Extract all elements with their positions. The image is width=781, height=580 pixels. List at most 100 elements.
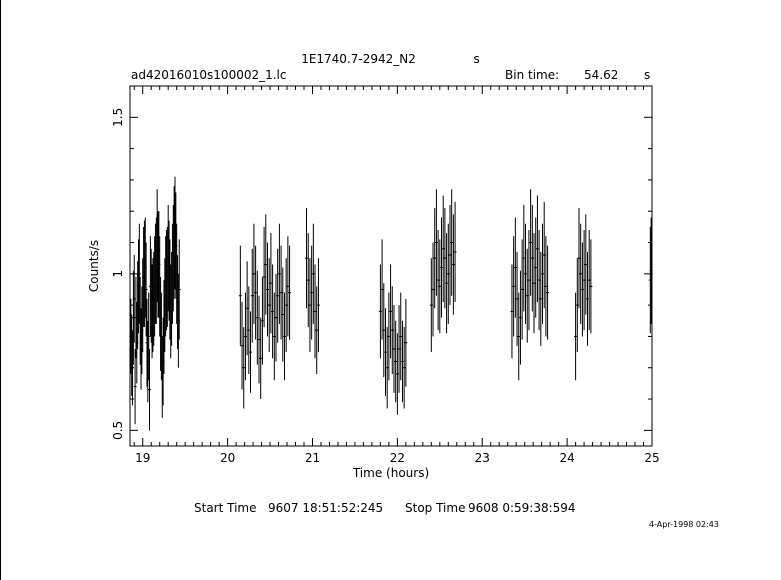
data-point bbox=[264, 214, 268, 315]
data-point bbox=[440, 217, 444, 318]
data-point bbox=[539, 251, 543, 346]
data-point bbox=[243, 292, 247, 381]
data-point bbox=[431, 242, 435, 337]
data-point bbox=[517, 292, 521, 381]
data-point bbox=[132, 255, 136, 343]
data-point bbox=[584, 214, 588, 315]
data-point bbox=[515, 251, 519, 346]
data-point bbox=[269, 233, 273, 334]
data-point bbox=[316, 258, 320, 353]
data-point bbox=[402, 327, 406, 409]
data-point bbox=[177, 239, 181, 340]
window-left-border bbox=[0, 0, 1, 580]
data-point bbox=[400, 320, 404, 403]
data-point bbox=[582, 230, 586, 331]
data-point bbox=[272, 292, 276, 381]
data-point bbox=[250, 248, 254, 343]
stop-time-value: 9608 0:59:38:594 bbox=[468, 501, 576, 515]
data-point bbox=[382, 283, 386, 378]
data-point bbox=[522, 204, 526, 312]
data-point bbox=[288, 245, 292, 340]
data-point bbox=[148, 348, 152, 431]
data-point bbox=[245, 261, 249, 356]
data-point bbox=[587, 230, 591, 331]
y-tick-label: 0.5 bbox=[111, 421, 125, 440]
data-point bbox=[512, 236, 516, 337]
data-point bbox=[434, 189, 438, 296]
data-point bbox=[524, 223, 528, 324]
data-point bbox=[527, 230, 531, 331]
data-point bbox=[529, 189, 533, 296]
data-point bbox=[580, 242, 584, 337]
data-point bbox=[284, 258, 288, 353]
x-tick-label: 23 bbox=[475, 451, 490, 465]
data-point bbox=[305, 208, 309, 309]
data-point bbox=[433, 208, 437, 309]
data-point bbox=[445, 233, 449, 334]
title-suffix: s bbox=[473, 52, 480, 66]
stop-time-label: Stop Time bbox=[405, 501, 466, 515]
data-point bbox=[137, 223, 141, 324]
x-tick-label: 19 bbox=[135, 451, 150, 465]
data-point bbox=[383, 308, 387, 396]
data-point bbox=[575, 258, 579, 353]
data-marks bbox=[129, 176, 653, 431]
data-point bbox=[448, 204, 452, 306]
bin-time-unit: s bbox=[644, 68, 651, 82]
data-point bbox=[266, 242, 270, 337]
data-point bbox=[306, 233, 310, 328]
bin-time-value: 54.62 bbox=[584, 68, 619, 82]
data-point bbox=[277, 223, 281, 324]
data-point bbox=[144, 242, 148, 337]
data-point bbox=[133, 348, 137, 425]
y-axis-ticks: 0.5 1 1.5 bbox=[111, 85, 652, 440]
data-point bbox=[311, 223, 315, 324]
data-point bbox=[404, 298, 408, 387]
data-point bbox=[546, 245, 550, 340]
x-tick-label: 22 bbox=[390, 451, 405, 465]
data-point bbox=[395, 333, 399, 415]
start-time-label: Start Time bbox=[194, 501, 257, 515]
data-point bbox=[279, 245, 283, 340]
data-point bbox=[252, 223, 256, 324]
data-point bbox=[441, 195, 445, 302]
data-point bbox=[274, 273, 278, 362]
data-point bbox=[438, 239, 442, 334]
data-point bbox=[451, 214, 455, 315]
date-stamp: 4-Apr-1998 02:43 bbox=[649, 520, 719, 529]
y-tick-label: 1 bbox=[111, 270, 125, 278]
data-point bbox=[238, 245, 242, 346]
data-point bbox=[574, 292, 578, 381]
data-point bbox=[453, 201, 457, 302]
data-point bbox=[315, 286, 319, 374]
data-point bbox=[535, 195, 539, 302]
x-tick-label: 24 bbox=[559, 451, 574, 465]
data-point bbox=[585, 251, 589, 346]
data-point bbox=[429, 258, 433, 353]
file-name-label: ad42016010s100002_1.lc bbox=[131, 68, 287, 82]
data-point bbox=[259, 317, 263, 400]
data-point bbox=[525, 248, 529, 343]
data-point bbox=[392, 305, 396, 393]
y-tick-label: 1.5 bbox=[111, 108, 125, 127]
x-tick-label: 25 bbox=[644, 451, 659, 465]
x-tick-label: 21 bbox=[305, 451, 320, 465]
data-point bbox=[389, 264, 393, 359]
data-point bbox=[544, 236, 548, 337]
data-point bbox=[510, 264, 514, 359]
data-point bbox=[399, 292, 403, 381]
data-point bbox=[513, 217, 517, 318]
data-point bbox=[520, 239, 524, 340]
data-point bbox=[308, 258, 312, 353]
data-point bbox=[247, 286, 251, 374]
data-point bbox=[267, 258, 271, 353]
bin-time-label: Bin time: bbox=[505, 68, 560, 82]
data-point bbox=[255, 270, 259, 365]
data-point bbox=[541, 223, 545, 324]
data-point bbox=[276, 248, 280, 343]
data-point bbox=[446, 223, 450, 324]
x-axis-label: Time (hours) bbox=[352, 466, 429, 480]
data-point bbox=[240, 302, 244, 390]
data-point bbox=[579, 223, 583, 324]
